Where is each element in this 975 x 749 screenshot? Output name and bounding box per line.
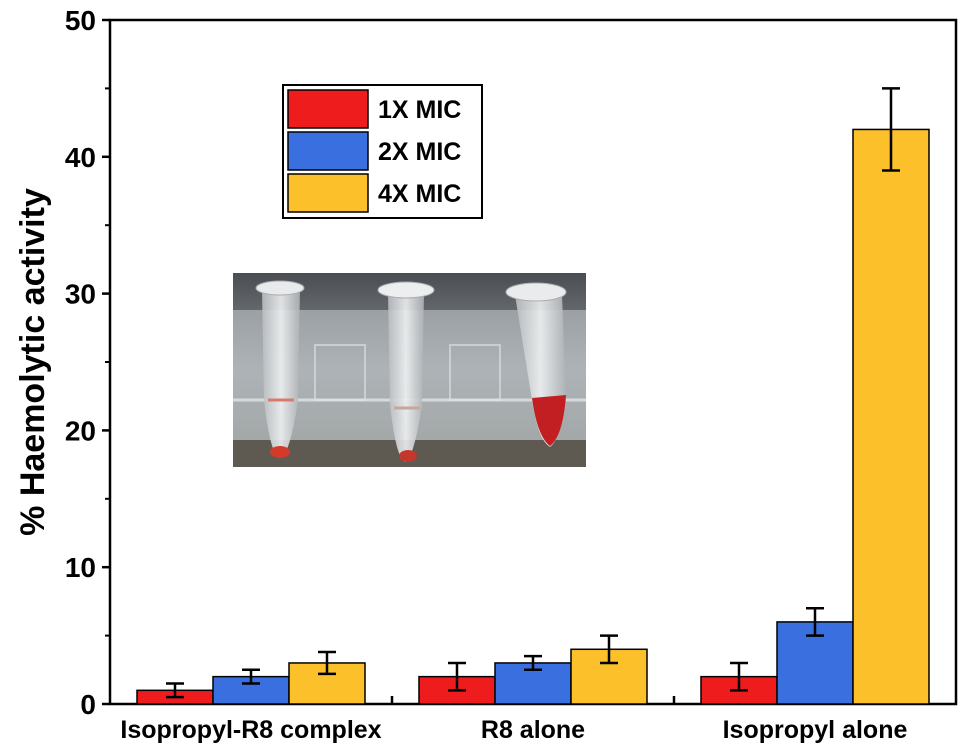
- x-tick-label: Isopropyl-R8 complex: [120, 716, 381, 744]
- x-tick-label: Isopropyl alone: [723, 716, 908, 744]
- error-bar: [166, 682, 184, 699]
- y-tick-label: 30: [65, 279, 96, 310]
- y-axis-ticks: 0 10 20 30 40 50: [65, 5, 110, 720]
- legend-label: 1X MIC: [378, 96, 461, 124]
- legend-swatch: [287, 131, 369, 171]
- error-bar: [600, 634, 618, 665]
- y-tick-label: 0: [80, 689, 96, 720]
- y-tick-label: 50: [65, 5, 96, 36]
- legend: 1X MIC 2X MIC 4X MIC: [282, 84, 483, 219]
- y-tick-label: 20: [65, 415, 96, 446]
- bar: [852, 128, 930, 705]
- y-tick-label: 10: [65, 552, 96, 583]
- error-bar: [524, 654, 542, 672]
- error-bar: [318, 650, 336, 676]
- legend-label: 2X MIC: [378, 138, 461, 166]
- bar: [288, 662, 366, 705]
- y-axis-title: % Haemolytic activity: [14, 188, 52, 536]
- inset-tube-photo: [233, 273, 586, 467]
- error-bar: [448, 661, 466, 692]
- legend-label: 4X MIC: [378, 180, 461, 208]
- error-bars: [166, 87, 900, 699]
- legend-swatch: [287, 173, 369, 213]
- error-bar: [730, 661, 748, 692]
- error-bar: [806, 606, 824, 637]
- error-bar: [242, 668, 260, 685]
- x-axis-ticks: Isopropyl-R8 complex R8 alone Isopropyl al…: [120, 696, 907, 744]
- y-tick-label: 40: [65, 142, 96, 173]
- legend-swatch: [287, 89, 369, 129]
- x-tick-label: R8 alone: [481, 716, 585, 744]
- error-bar: [882, 87, 900, 172]
